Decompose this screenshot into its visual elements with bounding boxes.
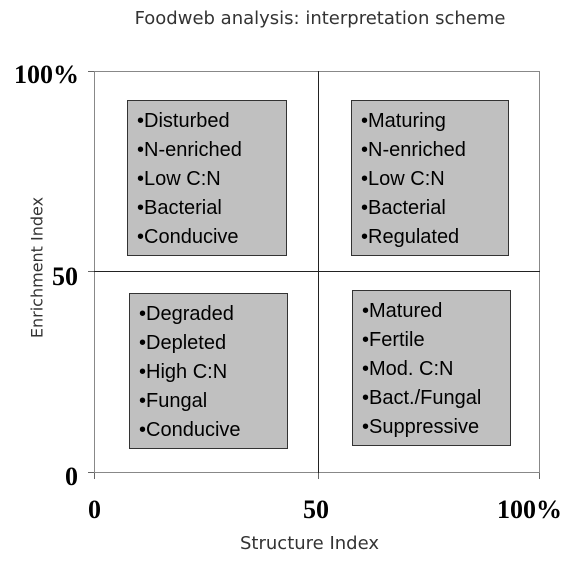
y-tick-mark-mid <box>88 271 94 272</box>
quadrant-item: •Maturing <box>361 110 446 132</box>
quadrant-item: •Fungal <box>139 390 208 412</box>
horizontal-divider <box>94 271 540 272</box>
quadrant-item: •Matured <box>362 300 443 322</box>
diagram-title: Foodweb analysis: interpretation scheme <box>134 8 506 29</box>
quadrant-item: •Bact./Fungal <box>362 387 482 409</box>
quadrant-item: •Suppressive <box>362 416 480 438</box>
x-tick-label-0: 0 <box>88 495 101 524</box>
x-tick-mark-mid <box>318 473 319 479</box>
quadrant-item: •Conducive <box>139 419 241 441</box>
x-tick-label-100: 100% <box>497 495 562 524</box>
vertical-divider <box>318 71 319 473</box>
quadrant-item: •Disturbed <box>137 110 230 132</box>
y-tick-mark-bottom <box>88 472 94 473</box>
quadrant-item: •Degraded <box>139 303 234 325</box>
quadrant-item: •Low C:N <box>137 168 221 190</box>
quadrant-box-top-left: •Disturbed •N-enriched •Low C:N •Bacteri… <box>127 100 287 256</box>
x-tick-mark-left <box>94 473 95 479</box>
quadrant-item: •Bacterial <box>137 197 222 219</box>
x-tick-mark-right <box>539 473 540 479</box>
quadrant-item: •Low C:N <box>361 168 445 190</box>
y-tick-label-100: 100% <box>14 60 79 89</box>
y-tick-label-50: 50 <box>52 262 78 291</box>
y-axis-title: Enrichment Index <box>27 196 47 339</box>
y-tick-label-0: 0 <box>65 462 78 491</box>
quadrant-box-bottom-left: •Degraded •Depleted •High C:N •Fungal •C… <box>129 293 288 449</box>
quadrant-item: •Fertile <box>362 329 425 351</box>
quadrant-box-top-right: •Maturing •N-enriched •Low C:N •Bacteria… <box>351 100 509 256</box>
quadrant-item: •Depleted <box>139 332 227 354</box>
quadrant-item: •Bacterial <box>361 197 446 219</box>
quadrant-item: •N-enriched <box>361 139 466 161</box>
quadrant-item: •N-enriched <box>137 139 242 161</box>
quadrant-item: •High C:N <box>139 361 228 383</box>
quadrant-item: •Mod. C:N <box>362 358 454 380</box>
quadrant-item: •Conducive <box>137 226 239 248</box>
quadrant-item: •Regulated <box>361 226 460 248</box>
quadrant-box-bottom-right: •Matured •Fertile •Mod. C:N •Bact./Funga… <box>352 290 511 446</box>
x-axis-title: Structure Index <box>240 533 380 554</box>
y-tick-mark-top <box>88 71 94 72</box>
x-tick-label-50: 50 <box>303 495 329 524</box>
